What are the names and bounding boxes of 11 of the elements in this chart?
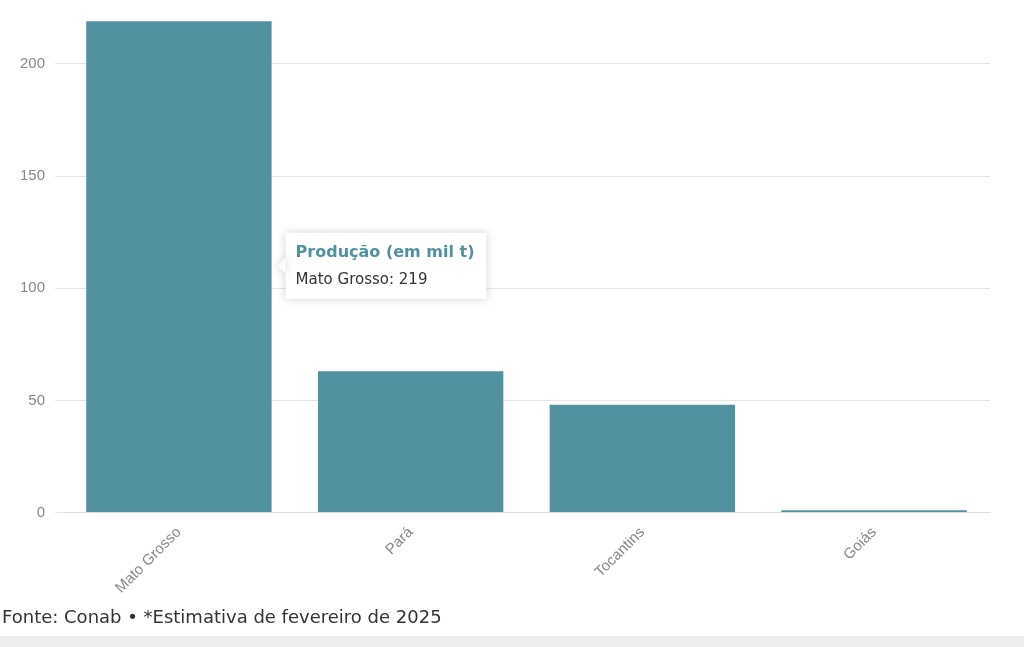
bar <box>549 404 736 513</box>
y-tick-label: 50 <box>28 390 46 408</box>
y-tick-label: 200 <box>20 54 46 72</box>
bar <box>317 371 504 513</box>
annotation: Mato Grosso: 219 <box>295 269 428 288</box>
y-tick-label: 150 <box>20 166 46 184</box>
source-note: Fonte: Conab • *Estimativa de fevereiro de 2025 <box>2 606 442 627</box>
y-tick-label: 0 <box>36 502 46 520</box>
bar <box>86 21 272 513</box>
series-label: Produção (em mil t) <box>295 241 475 261</box>
y-tick-label: 100 <box>20 278 46 296</box>
